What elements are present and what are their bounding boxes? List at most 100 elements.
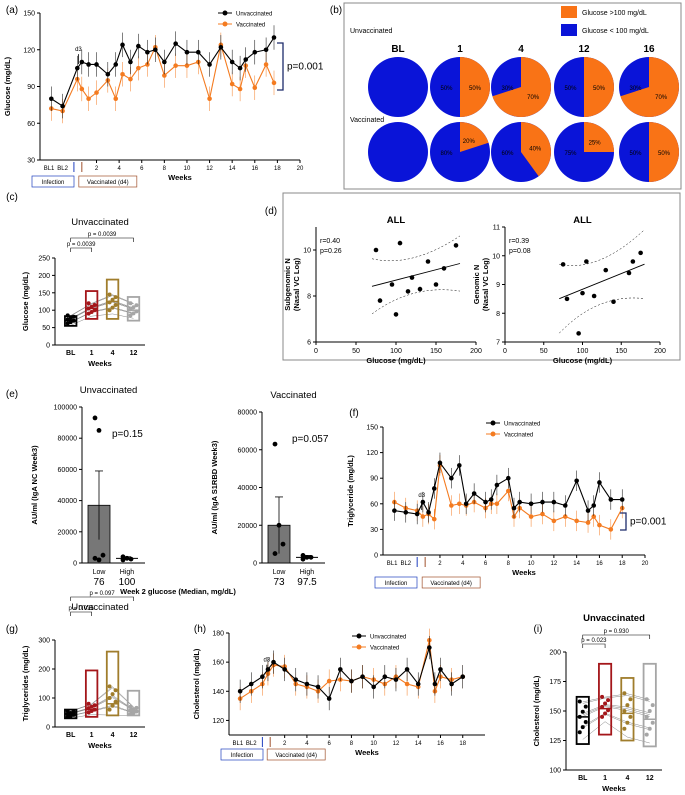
data-point <box>136 65 141 71</box>
y-tick-label: 140 <box>212 689 224 696</box>
vaccinated-box <box>266 748 326 761</box>
y-tick-label: 60 <box>27 121 35 128</box>
y-tick-label: 175 <box>549 679 561 686</box>
data-point <box>326 696 332 701</box>
bar-point <box>96 428 102 433</box>
x-sublabel: 100 <box>119 577 136 588</box>
y-tick-label: 50 <box>42 325 50 332</box>
x-tick-label: 2 <box>438 561 442 567</box>
ci-lower <box>559 297 645 334</box>
pie-pct-high: 50% <box>469 86 482 92</box>
x-sublabel: 76 <box>93 577 105 588</box>
scatter-point <box>425 259 431 264</box>
y-tick-label: 90 <box>370 476 378 483</box>
data-point <box>540 499 545 505</box>
pvalue-2: p = 0.0039 <box>88 232 117 238</box>
scatter-point <box>576 331 581 336</box>
y-tick-label: 160 <box>212 660 224 667</box>
data-point <box>153 47 158 53</box>
x-tick-label: 16 <box>437 741 444 747</box>
y-axis-title-2: (Nasal VC Log) <box>481 257 490 311</box>
data-point <box>528 514 534 519</box>
box-point <box>134 705 139 710</box>
data-point <box>562 503 568 508</box>
vaccinated-label: Vaccinated (d4) <box>87 180 129 186</box>
pvalue-label: p=0.001 <box>630 517 667 528</box>
x-tick-label: 12 <box>206 166 213 172</box>
pie-pct-high: 25% <box>589 140 602 146</box>
box-point <box>128 301 133 306</box>
y-tick-label: 10 <box>303 248 311 255</box>
data-point <box>511 505 517 511</box>
bar-point <box>272 441 278 447</box>
box-point <box>71 314 76 319</box>
row-label-unvaccinated: Unvaccinated <box>350 28 393 35</box>
box-1 <box>84 669 99 718</box>
box-point <box>577 714 582 719</box>
data-point <box>551 499 557 505</box>
x-tick-label: 50 <box>352 348 360 355</box>
x-tick-label: 200 <box>470 348 482 355</box>
legend-marker <box>356 633 362 639</box>
pie-column-label: 12 <box>578 44 590 55</box>
box-point <box>603 701 608 706</box>
box-point <box>107 696 112 700</box>
x-tick-label: 14 <box>229 166 236 172</box>
paired-line <box>70 686 134 712</box>
pie-pct-low: 30% <box>629 86 642 92</box>
data-point <box>86 96 91 102</box>
data-point <box>540 511 545 517</box>
scatter-point <box>584 259 589 264</box>
y-tick-label: 0 <box>73 561 77 568</box>
pie-column-label: 16 <box>643 44 655 55</box>
data-point <box>597 522 602 528</box>
pie-pct-high: 40% <box>529 146 542 152</box>
data-point <box>404 667 410 672</box>
pie-slice-high <box>620 57 680 118</box>
x-tick-label: 4 <box>625 775 629 782</box>
panel-label: (b) <box>330 5 342 16</box>
x-tick-label: 100 <box>577 348 589 355</box>
box-point <box>71 318 76 323</box>
data-point <box>382 674 388 680</box>
panel-title: Unvaccinated <box>583 613 645 624</box>
data-point <box>403 510 409 515</box>
panel-label: (a) <box>6 5 18 16</box>
legend-entry: Vaccinated <box>236 23 265 29</box>
box-point <box>131 305 136 310</box>
scatter-point <box>409 275 415 280</box>
box-point <box>110 297 115 302</box>
pvalue-bracket-2 <box>70 237 134 242</box>
data-point <box>237 688 243 694</box>
legend-swatch-high <box>561 6 577 18</box>
box-point <box>89 304 94 309</box>
x-tick-label: 14 <box>573 561 580 567</box>
x-tick-label: 0 <box>503 348 507 355</box>
y-tick-label: 120 <box>366 450 378 457</box>
box-point <box>68 316 73 321</box>
data-point <box>195 49 201 55</box>
y-tick-label: 0 <box>253 561 257 568</box>
pvalue-2: p = 0.930 <box>604 629 630 635</box>
x-tick-label: Low <box>93 569 107 576</box>
infection-label: Infection <box>231 753 254 759</box>
x-tick-label: BL <box>66 732 76 739</box>
infection-box <box>220 748 264 761</box>
data-point <box>431 486 437 491</box>
box-12 <box>126 689 141 717</box>
data-point <box>457 463 462 468</box>
box-point <box>113 295 118 300</box>
data-point <box>360 674 365 680</box>
scatter-point <box>638 250 643 256</box>
paired-line <box>582 706 650 717</box>
data-point <box>449 475 454 481</box>
data-point <box>426 510 431 515</box>
data-point <box>460 674 466 680</box>
y-tick-label: 0 <box>374 553 378 560</box>
y-tick-label: 200 <box>549 650 561 657</box>
box-point <box>113 688 118 693</box>
pie-pct-high: 70% <box>655 95 668 101</box>
legend-marker <box>356 644 362 650</box>
x-tick-label: 4 <box>111 350 115 357</box>
data-point <box>120 71 125 77</box>
